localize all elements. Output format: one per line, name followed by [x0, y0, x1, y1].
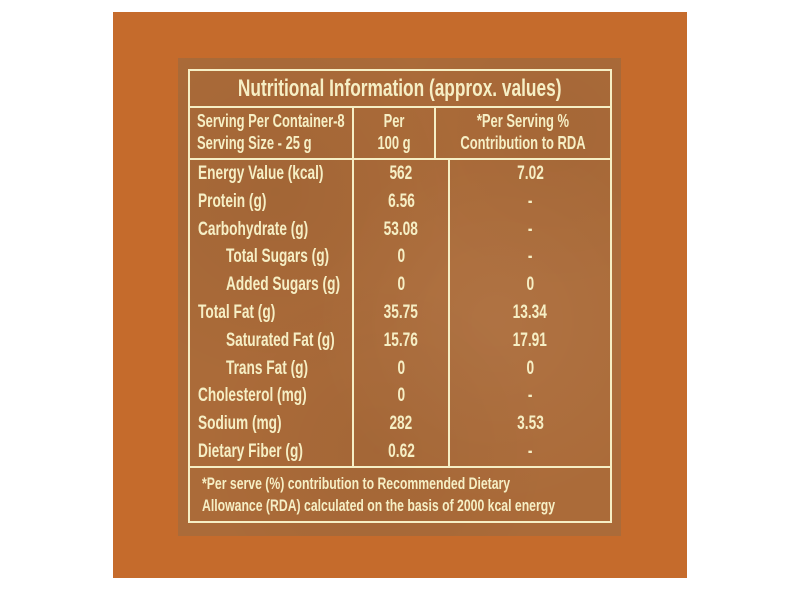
table-row: Saturated Fat (g) 15.76 17.91	[190, 326, 610, 355]
rda-percent-cell: -	[450, 383, 610, 411]
per-100g-value-cell: 0.62	[354, 438, 450, 466]
rda-percent-cell-text: 0	[526, 274, 534, 296]
nutrition-title-text: Nutritional Information (approx. values)	[238, 74, 562, 102]
per-100g-value-cell: 15.76	[354, 326, 450, 355]
rda-percent-cell: 13.34	[450, 299, 610, 327]
per-100g-value-cell-text: 0	[397, 274, 405, 296]
per-100g-value-cell: 0	[354, 243, 450, 272]
rda-percent-cell-text: -	[527, 218, 533, 240]
header-serving-info: Serving Per Container-8 Serving Size - 2…	[190, 108, 354, 158]
nutrient-name-cell-text: Cholesterol (mg)	[198, 385, 307, 407]
per-100g-value-cell: 0	[354, 354, 450, 383]
per-100g-value-cell: 53.08	[354, 215, 450, 244]
rda-percent-cell-text: 0	[526, 357, 534, 379]
rda-percent-cell-text: 7.02	[516, 162, 544, 184]
nutrient-name-cell: Saturated Fat (g)	[190, 326, 354, 355]
per-100g-value-cell: 35.75	[354, 299, 450, 327]
table-row: Dietary Fiber (g) 0.62 -	[190, 438, 610, 466]
header-per-line1: Per	[383, 111, 405, 132]
header-rda-contribution: *Per Serving % Contribution to RDA	[436, 108, 610, 158]
orange-backdrop: Nutritional Information (approx. values)…	[113, 12, 687, 578]
rda-percent-cell: -	[450, 188, 610, 216]
table-row: Protein (g) 6.56 -	[190, 187, 610, 216]
table-row: Total Fat (g) 35.75 13.34	[190, 299, 610, 327]
header-rda-line2: Contribution to RDA	[460, 133, 586, 153]
table-row: Sodium (mg) 282 3.53	[190, 410, 610, 439]
table-row: Energy Value (kcal) 562 7.02	[190, 160, 610, 188]
rda-percent-cell: 0	[450, 271, 610, 299]
nutrient-name-cell-text: Total Sugars (g)	[226, 246, 330, 268]
per-100g-value-cell: 0	[354, 382, 450, 411]
rda-percent-cell: -	[450, 438, 610, 466]
rda-percent-cell-text: -	[527, 246, 533, 268]
per-100g-value-cell: 6.56	[354, 187, 450, 216]
per-100g-value-cell-text: 562	[389, 162, 413, 184]
rda-percent-cell: -	[450, 243, 610, 271]
rda-percent-cell-text: 13.34	[512, 301, 548, 323]
nutrient-name-cell: Sodium (mg)	[190, 410, 354, 439]
per-100g-value-cell-text: 282	[389, 413, 413, 435]
rda-percent-cell-text: 17.91	[512, 329, 548, 351]
nutrient-name-cell-text: Energy Value (kcal)	[198, 162, 324, 184]
per-100g-value-cell-text: 0	[397, 357, 405, 379]
header-serving-line1: Serving Per Container-8	[197, 111, 345, 132]
nutrient-name-cell-text: Total Fat (g)	[198, 301, 276, 323]
nutrient-name-cell: Dietary Fiber (g)	[190, 438, 354, 466]
nutrient-name-cell-text: Trans Fat (g)	[226, 357, 309, 379]
rda-percent-cell-text: -	[527, 385, 533, 407]
rda-percent-cell-text: 3.53	[516, 413, 544, 435]
per-100g-value-cell-text: 0	[397, 385, 405, 407]
header-rda-line1: *Per Serving %	[476, 111, 570, 132]
nutrient-name-cell-text: Sodium (mg)	[198, 413, 282, 435]
nutrition-table-body: Energy Value (kcal) 562 7.02 Protein (g) 6.5…	[190, 160, 610, 468]
per-100g-value-cell: 282	[354, 410, 450, 439]
table-row: Cholesterol (mg) 0 -	[190, 382, 610, 411]
per-100g-value-cell-text: 6.56	[387, 190, 415, 212]
rda-percent-cell: 7.02	[450, 160, 610, 188]
nutrition-table-header: Serving Per Container-8 Serving Size - 2…	[190, 108, 610, 160]
nutrient-name-cell: Total Sugars (g)	[190, 243, 354, 272]
nutrient-name-cell: Total Fat (g)	[190, 299, 354, 327]
per-100g-value-cell: 562	[354, 160, 450, 188]
per-100g-value-cell-text: 53.08	[383, 218, 419, 240]
nutrient-name-cell-text: Dietary Fiber (g)	[198, 441, 303, 463]
table-row: Trans Fat (g) 0 0	[190, 354, 610, 383]
table-row: Carbohydrate (g) 53.08 -	[190, 215, 610, 244]
nutrient-name-cell: Trans Fat (g)	[190, 354, 354, 383]
nutrient-name-cell: Cholesterol (mg)	[190, 382, 354, 411]
nutrient-name-cell: Added Sugars (g)	[190, 271, 354, 300]
rda-percent-cell: 17.91	[450, 327, 610, 355]
nutrition-title: Nutritional Information (approx. values)	[190, 71, 610, 108]
nutrient-name-cell-text: Protein (g)	[198, 190, 267, 212]
nutrition-table: Nutritional Information (approx. values)…	[188, 69, 612, 523]
per-100g-value-cell-text: 35.75	[383, 301, 419, 323]
nutrient-name-cell-text: Added Sugars (g)	[226, 274, 341, 296]
nutrient-name-cell: Energy Value (kcal)	[190, 160, 354, 188]
per-100g-value-cell-text: 0	[397, 246, 405, 268]
rda-percent-cell: -	[450, 216, 610, 244]
header-serving-line2: Serving Size - 25 g	[197, 133, 312, 153]
kraft-label: Nutritional Information (approx. values)…	[178, 58, 621, 536]
nutrient-name-cell: Carbohydrate (g)	[190, 215, 354, 244]
rda-percent-cell-text: -	[527, 441, 533, 463]
rda-footnote: *Per serve (%) contribution to Recommend…	[190, 468, 610, 521]
table-row: Added Sugars (g) 0 0	[190, 271, 610, 300]
per-100g-value-cell-text: 15.76	[383, 329, 419, 351]
rda-footnote-line2: Allowance (RDA) calculated on the basis …	[202, 495, 556, 515]
rda-percent-cell: 3.53	[450, 410, 610, 438]
rda-footnote-line1: *Per serve (%) contribution to Recommend…	[202, 474, 511, 494]
header-per-100g: Per 100 g	[354, 108, 437, 158]
rda-percent-cell: 0	[450, 355, 610, 383]
nutrient-name-cell: Protein (g)	[190, 187, 354, 216]
table-row: Total Sugars (g) 0 -	[190, 243, 610, 272]
header-per-line2: 100 g	[377, 133, 411, 153]
nutrient-name-cell-text: Carbohydrate (g)	[198, 218, 309, 240]
per-100g-value-cell: 0	[354, 271, 450, 300]
nutrient-name-cell-text: Saturated Fat (g)	[226, 329, 335, 351]
rda-percent-cell-text: -	[527, 190, 533, 212]
per-100g-value-cell-text: 0.62	[387, 441, 415, 463]
